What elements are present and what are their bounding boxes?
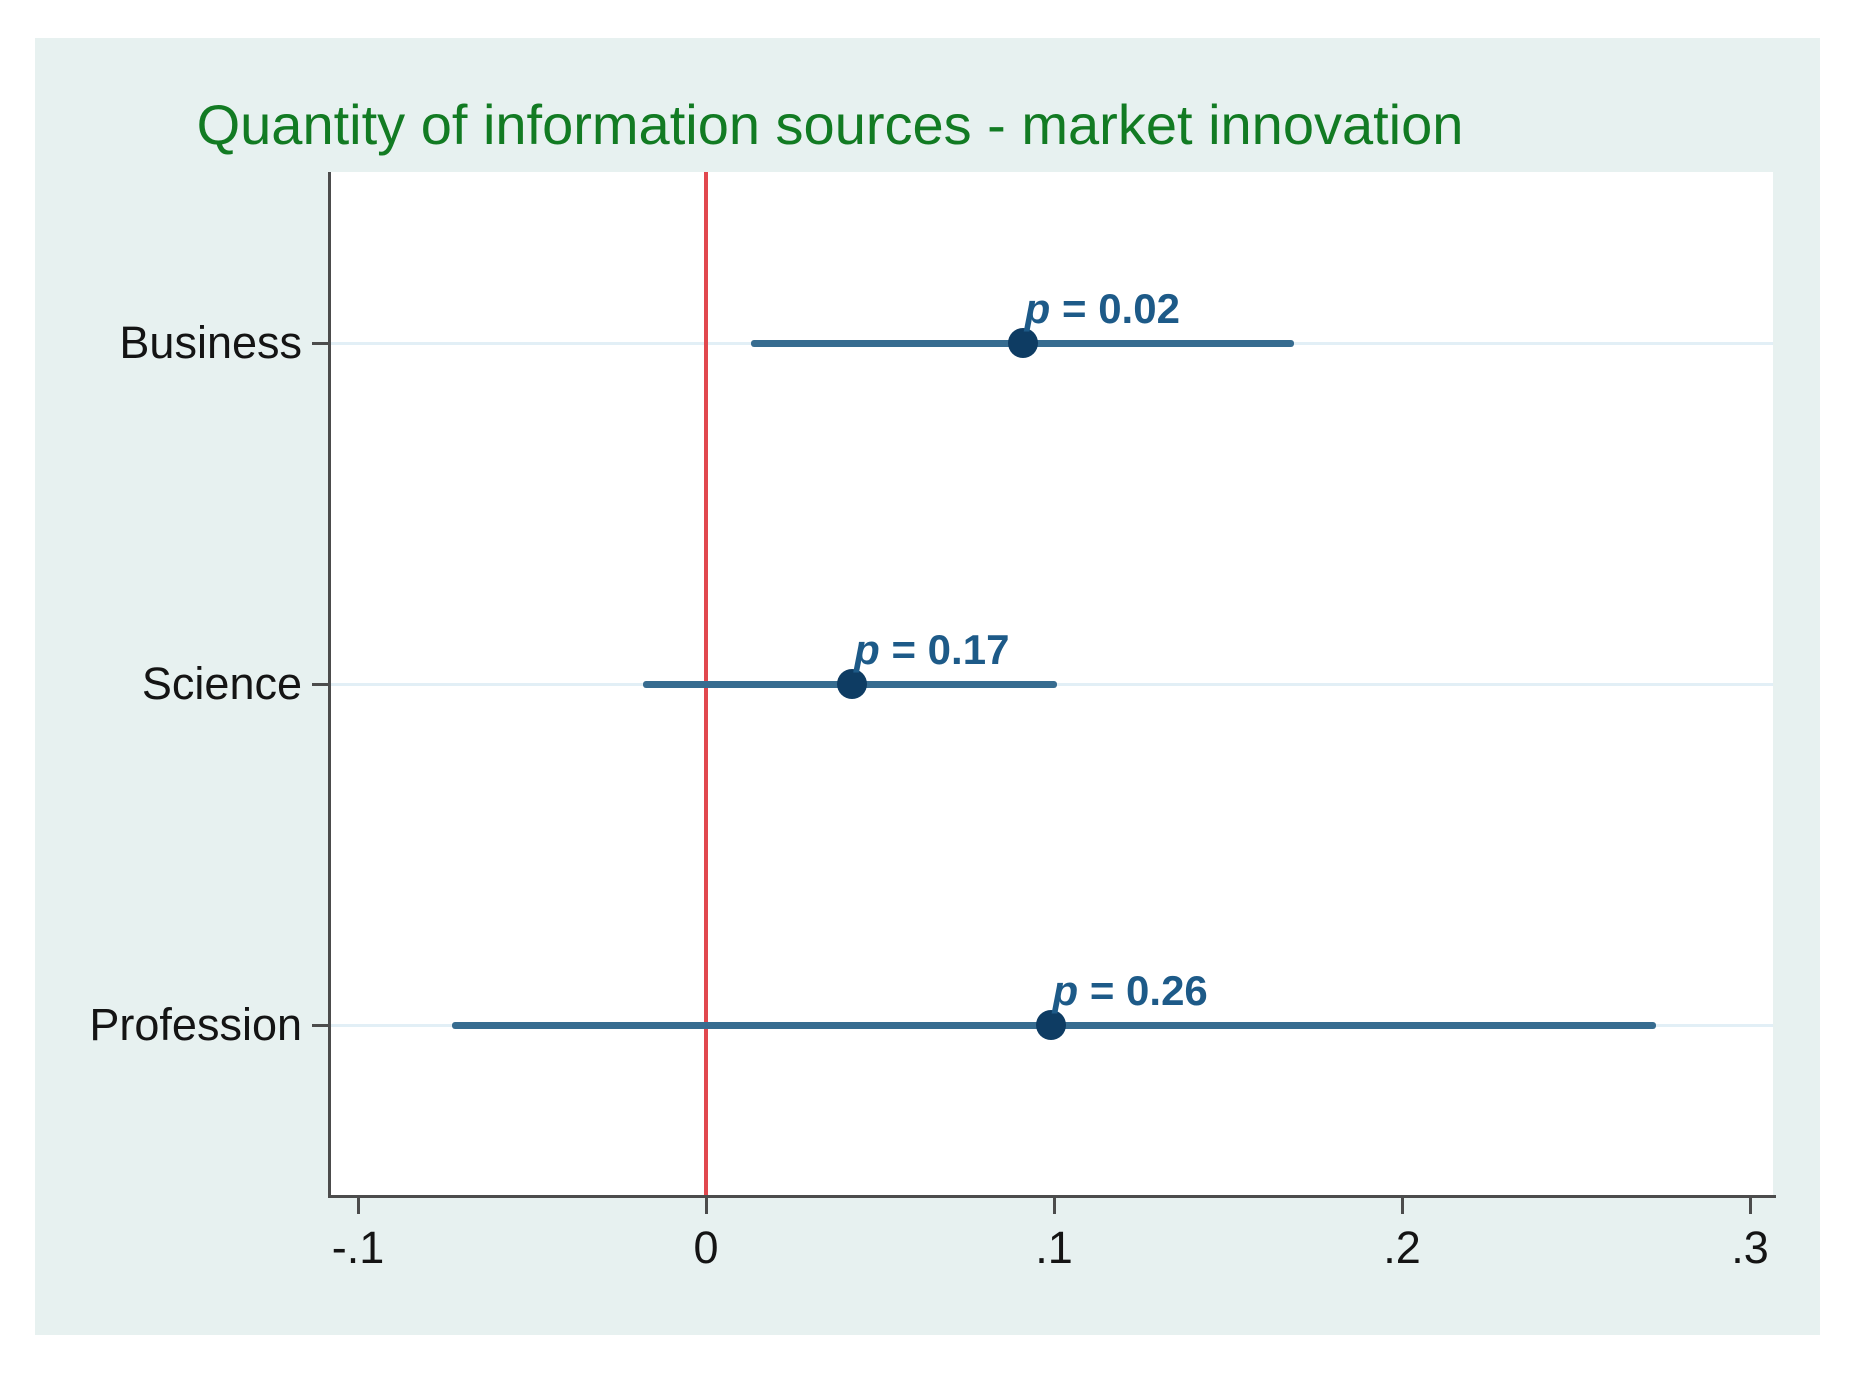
y-axis-tick	[312, 1023, 330, 1027]
y-axis-label-business: Business	[119, 316, 302, 368]
x-axis-line	[328, 1195, 1776, 1198]
x-axis-tick-label: -.1	[331, 1222, 385, 1273]
p-value-text: = 0.17	[879, 625, 1010, 673]
x-axis-tick	[1749, 1198, 1752, 1214]
x-axis-tick-label: .3	[1731, 1222, 1769, 1273]
chart-title: Quantity of information sources - market…	[196, 93, 1464, 156]
p-symbol: p	[854, 625, 880, 673]
p-value-text: = 0.26	[1078, 966, 1208, 1014]
x-axis-tick-label: .2	[1383, 1222, 1421, 1273]
x-axis-tick	[705, 1198, 708, 1214]
p-value-label-business: p = 0.02	[1025, 285, 1180, 333]
p-symbol: p	[1024, 284, 1051, 332]
point-estimate-profession	[1035, 1009, 1066, 1040]
y-axis-tick	[312, 341, 330, 345]
y-axis-label-science: Science	[141, 657, 302, 709]
x-axis-tick	[1401, 1198, 1404, 1214]
p-value-label-profession: p = 0.26	[1053, 967, 1208, 1015]
x-axis-tick-label: .1	[1035, 1222, 1073, 1273]
x-axis-tick	[357, 1198, 360, 1214]
p-value-label-science: p = 0.17	[854, 626, 1009, 674]
point-estimate-science	[837, 668, 868, 699]
x-axis-tick	[1053, 1198, 1056, 1214]
y-axis-label-profession: Profession	[89, 998, 302, 1050]
y-axis-tick	[312, 682, 330, 686]
p-value-text: = 0.02	[1050, 284, 1180, 332]
x-axis-tick-label: 0	[693, 1222, 719, 1273]
point-estimate-business	[1007, 327, 1038, 358]
y-axis-line	[328, 172, 331, 1198]
p-symbol: p	[1052, 966, 1079, 1014]
